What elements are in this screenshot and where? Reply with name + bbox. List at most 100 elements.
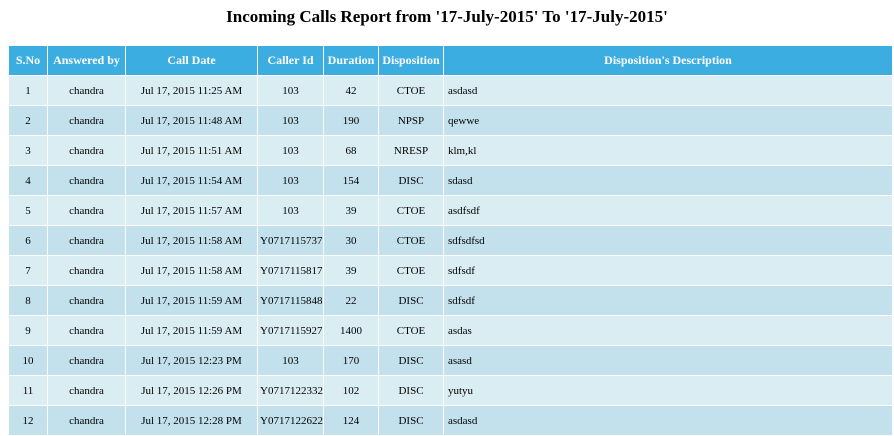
cell-call-date: Jul 17, 2015 11:54 AM bbox=[126, 166, 257, 195]
cell-sno: 6 bbox=[9, 226, 47, 255]
cell-disposition: NPSP bbox=[379, 106, 443, 135]
cell-answered-by: chandra bbox=[48, 406, 125, 435]
cell-disposition-description: sdasd bbox=[444, 166, 892, 195]
table-body: 1 chandra Jul 17, 2015 11:25 AM 103 42 CTOE as… bbox=[9, 76, 892, 435]
cell-sno: 5 bbox=[9, 196, 47, 225]
table-row: 6 chandra Jul 17, 2015 11:58 AM Y0717115737… bbox=[9, 226, 892, 255]
cell-disposition-description: asasd bbox=[444, 346, 892, 375]
cell-caller-id: Y0717122622 bbox=[258, 406, 323, 435]
cell-sno: 11 bbox=[9, 376, 47, 405]
cell-caller-id: 103 bbox=[258, 76, 323, 105]
cell-disposition: NRESP bbox=[379, 136, 443, 165]
incoming-calls-table: S.No Answered by Call Date Caller Id Dur… bbox=[8, 45, 893, 436]
cell-disposition: CTOE bbox=[379, 196, 443, 225]
cell-sno: 9 bbox=[9, 316, 47, 345]
cell-duration: 39 bbox=[324, 196, 378, 225]
cell-caller-id: Y0717115927 bbox=[258, 316, 323, 345]
cell-disposition-description: asdfsdf bbox=[444, 196, 892, 225]
cell-duration: 39 bbox=[324, 256, 378, 285]
cell-duration: 190 bbox=[324, 106, 378, 135]
cell-call-date: Jul 17, 2015 11:51 AM bbox=[126, 136, 257, 165]
table-row: 1 chandra Jul 17, 2015 11:25 AM 103 42 CTOE as… bbox=[9, 76, 892, 105]
cell-sno: 8 bbox=[9, 286, 47, 315]
cell-disposition: DISC bbox=[379, 286, 443, 315]
cell-disposition: CTOE bbox=[379, 316, 443, 345]
cell-duration: 42 bbox=[324, 76, 378, 105]
table-row: 10 chandra Jul 17, 2015 12:23 PM 103 170 DISC… bbox=[9, 346, 892, 375]
cell-duration: 124 bbox=[324, 406, 378, 435]
cell-call-date: Jul 17, 2015 11:57 AM bbox=[126, 196, 257, 225]
table-row: 3 chandra Jul 17, 2015 11:51 AM 103 68 NRESP k… bbox=[9, 136, 892, 165]
cell-sno: 12 bbox=[9, 406, 47, 435]
column-header-duration: Duration bbox=[324, 46, 378, 75]
cell-answered-by: chandra bbox=[48, 106, 125, 135]
cell-sno: 1 bbox=[9, 76, 47, 105]
cell-duration: 22 bbox=[324, 286, 378, 315]
cell-answered-by: chandra bbox=[48, 256, 125, 285]
cell-disposition-description: sdfsdfsd bbox=[444, 226, 892, 255]
cell-answered-by: chandra bbox=[48, 196, 125, 225]
cell-disposition-description: asdasd bbox=[444, 406, 892, 435]
column-header-disposition: Disposition bbox=[379, 46, 443, 75]
cell-caller-id: 103 bbox=[258, 196, 323, 225]
cell-answered-by: chandra bbox=[48, 166, 125, 195]
cell-disposition-description: sdfsdf bbox=[444, 256, 892, 285]
cell-caller-id: Y0717122332 bbox=[258, 376, 323, 405]
cell-sno: 4 bbox=[9, 166, 47, 195]
cell-disposition: DISC bbox=[379, 406, 443, 435]
cell-disposition: CTOE bbox=[379, 76, 443, 105]
cell-answered-by: chandra bbox=[48, 286, 125, 315]
column-header-disposition-description: Disposition's Description bbox=[444, 46, 892, 75]
cell-sno: 2 bbox=[9, 106, 47, 135]
cell-duration: 30 bbox=[324, 226, 378, 255]
cell-call-date: Jul 17, 2015 12:28 PM bbox=[126, 406, 257, 435]
cell-call-date: Jul 17, 2015 12:26 PM bbox=[126, 376, 257, 405]
table-row: 5 chandra Jul 17, 2015 11:57 AM 103 39 CTOE as… bbox=[9, 196, 892, 225]
report-title: Incoming Calls Report from '17-July-2015… bbox=[226, 7, 668, 26]
column-header-caller-id: Caller Id bbox=[258, 46, 323, 75]
cell-call-date: Jul 17, 2015 11:59 AM bbox=[126, 286, 257, 315]
cell-sno: 10 bbox=[9, 346, 47, 375]
table-row: 2 chandra Jul 17, 2015 11:48 AM 103 190 NPSP q… bbox=[9, 106, 892, 135]
cell-caller-id: 103 bbox=[258, 346, 323, 375]
table-row: 9 chandra Jul 17, 2015 11:59 AM Y0717115927… bbox=[9, 316, 892, 345]
cell-disposition-description: asdas bbox=[444, 316, 892, 345]
column-header-call-date: Call Date bbox=[126, 46, 257, 75]
cell-duration: 170 bbox=[324, 346, 378, 375]
cell-caller-id: 103 bbox=[258, 166, 323, 195]
cell-call-date: Jul 17, 2015 11:58 AM bbox=[126, 256, 257, 285]
cell-disposition: DISC bbox=[379, 346, 443, 375]
cell-caller-id: Y0717115848 bbox=[258, 286, 323, 315]
column-header-answered-by: Answered by bbox=[48, 46, 125, 75]
table-row: 11 chandra Jul 17, 2015 12:26 PM Y071712233… bbox=[9, 376, 892, 405]
table-row: 8 chandra Jul 17, 2015 11:59 AM Y0717115848… bbox=[9, 286, 892, 315]
cell-caller-id: Y0717115817 bbox=[258, 256, 323, 285]
cell-call-date: Jul 17, 2015 11:59 AM bbox=[126, 316, 257, 345]
cell-sno: 7 bbox=[9, 256, 47, 285]
cell-disposition-description: yutyu bbox=[444, 376, 892, 405]
cell-duration: 68 bbox=[324, 136, 378, 165]
cell-call-date: Jul 17, 2015 11:25 AM bbox=[126, 76, 257, 105]
cell-disposition: CTOE bbox=[379, 226, 443, 255]
cell-duration: 1400 bbox=[324, 316, 378, 345]
cell-caller-id: Y0717115737 bbox=[258, 226, 323, 255]
cell-caller-id: 103 bbox=[258, 106, 323, 135]
cell-disposition-description: sdfsdf bbox=[444, 286, 892, 315]
cell-disposition: DISC bbox=[379, 376, 443, 405]
cell-duration: 102 bbox=[324, 376, 378, 405]
cell-call-date: Jul 17, 2015 11:48 AM bbox=[126, 106, 257, 135]
cell-caller-id: 103 bbox=[258, 136, 323, 165]
cell-answered-by: chandra bbox=[48, 76, 125, 105]
cell-duration: 154 bbox=[324, 166, 378, 195]
cell-disposition: CTOE bbox=[379, 256, 443, 285]
cell-sno: 3 bbox=[9, 136, 47, 165]
table-row: 4 chandra Jul 17, 2015 11:54 AM 103 154 DISC s… bbox=[9, 166, 892, 195]
cell-answered-by: chandra bbox=[48, 226, 125, 255]
cell-disposition-description: asdasd bbox=[444, 76, 892, 105]
table-header-row: S.No Answered by Call Date Caller Id Dur… bbox=[9, 46, 892, 75]
cell-answered-by: chandra bbox=[48, 316, 125, 345]
table-row: 12 chandra Jul 17, 2015 12:28 PM Y071712262… bbox=[9, 406, 892, 435]
cell-answered-by: chandra bbox=[48, 346, 125, 375]
cell-call-date: Jul 17, 2015 12:23 PM bbox=[126, 346, 257, 375]
cell-call-date: Jul 17, 2015 11:58 AM bbox=[126, 226, 257, 255]
